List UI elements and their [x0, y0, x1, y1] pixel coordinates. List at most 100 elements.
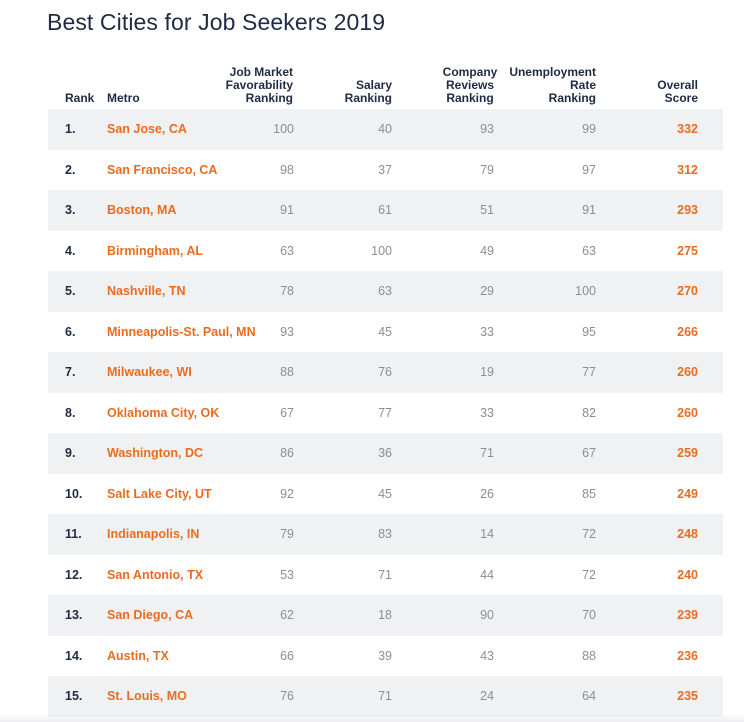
rank-cell: 5. — [65, 284, 76, 299]
table-row: 5. Nashville, TN 78 63 29 100 270 — [48, 271, 723, 312]
company-reviews-cell: 90 — [480, 608, 494, 623]
page-title: Best Cities for Job Seekers 2019 — [47, 9, 386, 35]
salary-cell: 45 — [378, 324, 392, 339]
overall-score-cell: 249 — [677, 486, 698, 501]
job-market-cell: 76 — [280, 689, 294, 704]
salary-cell: 45 — [378, 486, 392, 501]
unemployment-cell: 63 — [582, 243, 596, 258]
job-market-cell: 86 — [280, 446, 294, 461]
company-reviews-cell: 71 — [480, 446, 494, 461]
table-header: Rank Metro Job Market Favorability Ranki… — [48, 58, 723, 109]
unemployment-cell: 85 — [582, 486, 596, 501]
company-reviews-cell: 93 — [480, 122, 494, 137]
header-rank: Rank — [65, 91, 95, 105]
metro-cell: Milwaukee, WI — [107, 365, 192, 380]
job-market-cell: 91 — [280, 203, 294, 218]
overall-score-cell: 248 — [677, 527, 698, 542]
metro-cell: San Francisco, CA — [107, 162, 218, 177]
overall-score-cell: 270 — [677, 284, 698, 299]
job-market-cell: 78 — [280, 284, 294, 299]
rank-cell: 2. — [65, 162, 76, 177]
company-reviews-cell: 26 — [480, 486, 494, 501]
rank-cell: 15. — [65, 689, 83, 704]
rank-cell: 14. — [65, 648, 83, 663]
overall-score-cell: 236 — [677, 648, 698, 663]
table-row: 15. St. Louis, MO 76 71 24 64 235 — [48, 676, 723, 717]
company-reviews-cell: 44 — [480, 567, 494, 582]
unemployment-cell: 100 — [575, 284, 596, 299]
table-row: 4. Birmingham, AL 63 100 49 63 275 — [48, 231, 723, 272]
overall-score-cell: 332 — [677, 122, 698, 137]
metro-cell: Austin, TX — [107, 648, 169, 663]
salary-cell: 40 — [378, 122, 392, 137]
unemployment-cell: 64 — [582, 689, 596, 704]
job-market-cell: 62 — [280, 608, 294, 623]
metro-cell: Salt Lake City, UT — [107, 486, 212, 501]
table-row: 11. Indianapolis, IN 79 83 14 72 248 — [48, 514, 723, 555]
table-row: 13. San Diego, CA 62 18 90 70 239 — [48, 595, 723, 636]
salary-cell: 36 — [378, 446, 392, 461]
overall-score-cell: 275 — [677, 243, 698, 258]
header-unemployment: Unemployment Rate Ranking — [509, 65, 596, 105]
rank-cell: 8. — [65, 405, 76, 420]
rank-cell: 10. — [65, 486, 83, 501]
rank-cell: 6. — [65, 324, 76, 339]
salary-cell: 77 — [378, 405, 392, 420]
unemployment-cell: 91 — [582, 203, 596, 218]
salary-cell: 61 — [378, 203, 392, 218]
overall-score-cell: 240 — [677, 567, 698, 582]
company-reviews-cell: 24 — [480, 689, 494, 704]
unemployment-cell: 67 — [582, 446, 596, 461]
company-reviews-cell: 49 — [480, 243, 494, 258]
table-row: 1. San Jose, CA 100 40 93 99 332 — [48, 109, 723, 150]
unemployment-cell: 82 — [582, 405, 596, 420]
job-market-cell: 79 — [280, 527, 294, 542]
metro-cell: Birmingham, AL — [107, 243, 204, 258]
rank-cell: 1. — [65, 122, 76, 137]
job-market-cell: 66 — [280, 648, 294, 663]
salary-cell: 83 — [378, 527, 392, 542]
header-job-market: Job Market Favorability Ranking — [225, 65, 293, 105]
company-reviews-cell: 43 — [480, 648, 494, 663]
bottom-fade — [0, 714, 744, 722]
overall-score-cell: 312 — [677, 162, 698, 177]
job-market-cell: 92 — [280, 486, 294, 501]
header-overall-score: Overall Score — [657, 78, 698, 105]
company-reviews-cell: 29 — [480, 284, 494, 299]
metro-cell: Indianapolis, IN — [107, 527, 200, 542]
rank-cell: 12. — [65, 567, 83, 582]
unemployment-cell: 97 — [582, 162, 596, 177]
salary-cell: 18 — [378, 608, 392, 623]
rankings-table: Rank Metro Job Market Favorability Ranki… — [48, 58, 723, 717]
job-market-cell: 93 — [280, 324, 294, 339]
header-company-reviews: Company Reviews Ranking — [442, 65, 498, 105]
job-market-cell: 98 — [280, 162, 294, 177]
table-row: 6. Minneapolis-St. Paul, MN 93 45 33 95 266 — [48, 312, 723, 353]
unemployment-cell: 72 — [582, 527, 596, 542]
table-row: 10. Salt Lake City, UT 92 45 26 85 249 — [48, 474, 723, 515]
salary-cell: 37 — [378, 162, 392, 177]
overall-score-cell: 260 — [677, 365, 698, 380]
rank-cell: 3. — [65, 203, 76, 218]
table-row: 12. San Antonio, TX 53 71 44 72 240 — [48, 555, 723, 596]
metro-cell: San Jose, CA — [107, 122, 187, 137]
rank-cell: 4. — [65, 243, 76, 258]
table-row: 8. Oklahoma City, OK 67 77 33 82 260 — [48, 393, 723, 434]
salary-cell: 76 — [378, 365, 392, 380]
rank-cell: 13. — [65, 608, 83, 623]
rank-cell: 9. — [65, 446, 76, 461]
salary-cell: 63 — [378, 284, 392, 299]
job-market-cell: 100 — [273, 122, 294, 137]
table-row: 3. Boston, MA 91 61 51 91 293 — [48, 190, 723, 231]
salary-cell: 39 — [378, 648, 392, 663]
company-reviews-cell: 79 — [480, 162, 494, 177]
company-reviews-cell: 51 — [480, 203, 494, 218]
metro-cell: San Diego, CA — [107, 608, 194, 623]
job-market-cell: 63 — [280, 243, 294, 258]
overall-score-cell: 259 — [677, 446, 698, 461]
header-salary: Salary Ranking — [344, 78, 392, 105]
company-reviews-cell: 19 — [480, 365, 494, 380]
overall-score-cell: 260 — [677, 405, 698, 420]
job-market-cell: 67 — [280, 405, 294, 420]
table-row: 7. Milwaukee, WI 88 76 19 77 260 — [48, 352, 723, 393]
